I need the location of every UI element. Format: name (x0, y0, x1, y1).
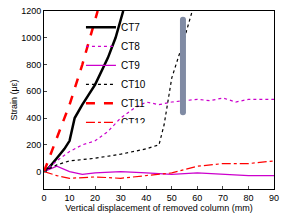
svg-text:70: 70 (218, 193, 228, 203)
svg-text:0: 0 (36, 167, 41, 177)
svg-text:80: 80 (243, 193, 253, 203)
svg-text:10: 10 (65, 193, 75, 203)
svg-text:90: 90 (269, 193, 279, 203)
svg-text:CT8: CT8 (121, 41, 140, 52)
svg-text:20: 20 (90, 193, 100, 203)
svg-text:CT12: CT12 (121, 117, 146, 123)
svg-text:CT10: CT10 (121, 79, 146, 90)
svg-text:1000: 1000 (21, 33, 41, 43)
svg-text:CT7: CT7 (121, 22, 140, 33)
svg-text:CT9: CT9 (121, 60, 140, 71)
svg-text:600: 600 (26, 86, 41, 96)
svg-text:0: 0 (41, 193, 46, 203)
svg-text:Vertical displacement of remov: Vertical displacement of removed column … (65, 203, 253, 213)
svg-text:Strain (με): Strain (με) (9, 79, 19, 120)
svg-text:50: 50 (167, 193, 177, 203)
svg-text:400: 400 (26, 113, 41, 123)
svg-text:30: 30 (116, 193, 126, 203)
svg-text:CT11: CT11 (121, 98, 145, 109)
svg-text:800: 800 (26, 60, 41, 70)
svg-text:200: 200 (26, 140, 41, 150)
svg-text:60: 60 (192, 193, 202, 203)
svg-text:40: 40 (141, 193, 151, 203)
svg-text:1200: 1200 (21, 6, 41, 16)
